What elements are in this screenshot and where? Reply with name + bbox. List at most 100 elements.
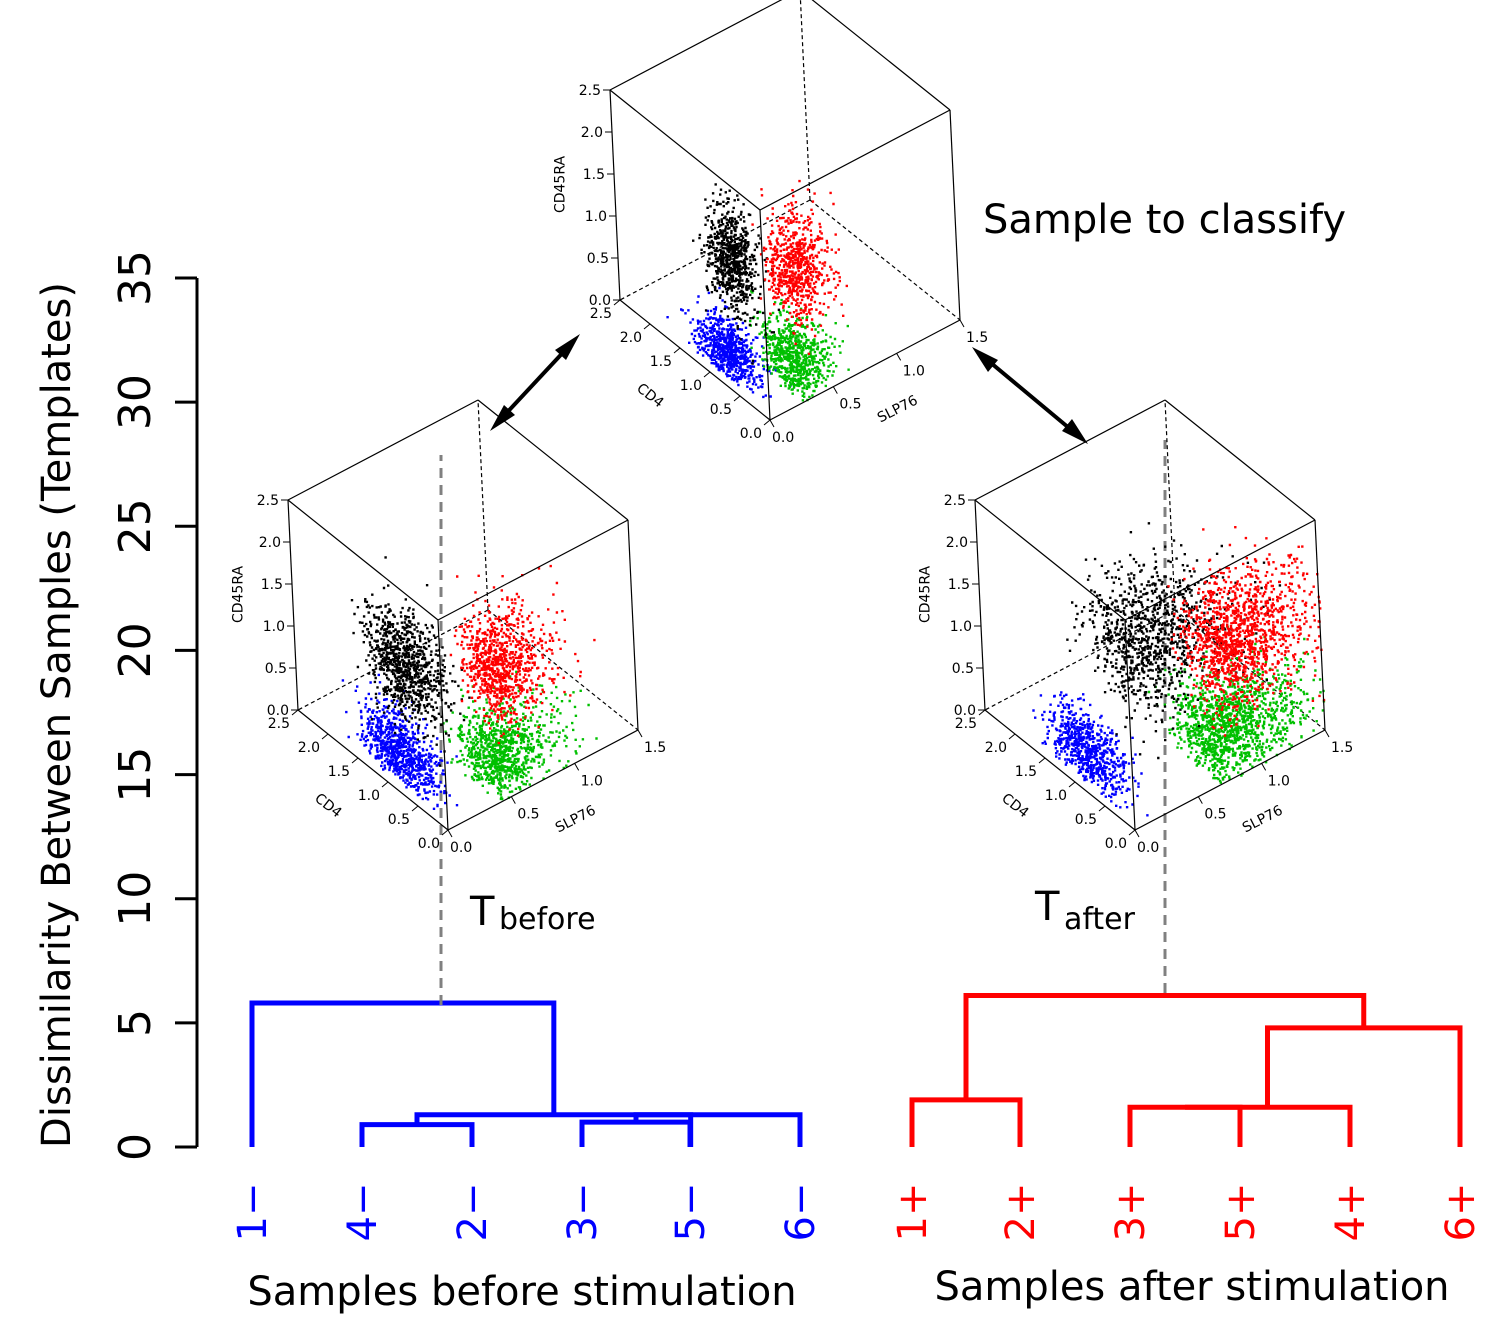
svg-text:T: T — [1034, 884, 1060, 930]
dendrogram-link — [633, 1112, 803, 1147]
svg-text:T: T — [469, 889, 495, 935]
box-edge — [1164, 399, 1316, 521]
panel-before: 0.00.51.01.52.02.50.00.51.01.52.02.50.00… — [231, 399, 666, 856]
leaf-label: 3+ — [1108, 1183, 1154, 1242]
cluster-red — [1167, 526, 1326, 737]
svg-text:after: after — [1064, 902, 1136, 937]
cluster-points-blue — [666, 286, 792, 399]
box-edge — [287, 399, 479, 501]
y-axis: 0 5 10 15 20 25 30 35 — [110, 250, 199, 1161]
box-edge — [437, 519, 629, 621]
leaf-label: 6+ — [1438, 1183, 1484, 1242]
dendrogram-link — [1127, 1104, 1243, 1147]
x-tick — [673, 347, 681, 354]
y-tick-label: 0.0 — [1137, 840, 1159, 856]
box-edge — [287, 499, 439, 621]
dendrograms: 1− 4− 2− 3− 5− 6− 1+ 2+ 3+ 5+ 4+ 6+ — [230, 993, 1484, 1242]
leaf-label: 2− — [450, 1183, 496, 1242]
y-tick — [1134, 829, 1140, 838]
z-tick-label: 2.5 — [944, 493, 966, 509]
box-edge — [477, 399, 489, 611]
cluster-black — [1066, 522, 1282, 760]
y-tick — [1261, 763, 1267, 771]
leaf-label: 5+ — [1218, 1183, 1264, 1242]
x-tick-label: 1.0 — [680, 378, 702, 394]
z-tick-label: 1.5 — [583, 167, 605, 183]
y-tick-label: 0.5 — [1204, 807, 1226, 823]
leaf-label: 5− — [668, 1183, 714, 1242]
cluster-points-blue — [1032, 691, 1149, 817]
x-tick — [703, 371, 711, 378]
cluster-points-red — [449, 564, 596, 745]
x-axis-title: CD4 — [311, 790, 344, 821]
box-edge — [1124, 519, 1316, 621]
x-tick-label: 2.0 — [985, 740, 1007, 756]
z-tick-label: 0.0 — [589, 293, 611, 309]
cluster-points-black — [350, 556, 471, 767]
y-tick — [447, 829, 453, 838]
x-tick-label: 0.0 — [1105, 836, 1127, 852]
z-tick-label: 0.5 — [587, 251, 609, 267]
box-edge — [609, 89, 621, 301]
box-edge — [811, 0, 951, 111]
y-tick — [959, 319, 965, 328]
z-tick-label: 2.5 — [579, 83, 601, 99]
template-label-before: T before — [469, 889, 596, 937]
x-tick — [1038, 757, 1046, 764]
cluster-points-black — [1066, 522, 1282, 760]
cluster-black — [692, 183, 781, 365]
x-axis-title: CD4 — [633, 380, 666, 411]
box-edge — [1134, 729, 1326, 831]
y-tick-label: 15 — [110, 747, 161, 803]
y-tick-label: 1.0 — [1268, 773, 1290, 789]
x-tick — [321, 733, 329, 740]
x-tick-label: 2.5 — [268, 716, 290, 732]
z-axis-title: CD45RA — [553, 156, 569, 214]
x-tick-label: 1.5 — [650, 354, 672, 370]
dendrogram-before: 1− 4− 2− 3− 5− 6− — [230, 1000, 824, 1242]
box-edge — [974, 499, 1126, 621]
y-tick-label: 20 — [110, 622, 161, 678]
dendrogram-link — [359, 1122, 475, 1147]
cluster-points-green — [1147, 625, 1326, 784]
cluster-points-blue — [341, 673, 459, 810]
y-tick — [896, 353, 902, 361]
box-edge — [619, 299, 771, 421]
y-tick-label: 0.5 — [839, 397, 861, 413]
y-tick — [637, 729, 643, 738]
x-tick-label: 2.0 — [298, 740, 320, 756]
y-axis-title: SLP76 — [553, 803, 599, 837]
panels: 0.0 0.5 1.0 1.5 2.0 2.5 0.0 0.5 1.0 1.5 2.0 2.5 0.0 0… — [231, 0, 1353, 856]
x-tick-label: 1.5 — [1015, 764, 1037, 780]
box-edge — [949, 109, 961, 321]
z-tick-label: 1.5 — [948, 577, 970, 593]
box-edge — [974, 399, 1166, 501]
box-edge — [297, 709, 449, 831]
x-tick — [613, 299, 621, 306]
x-tick-label: 1.0 — [358, 788, 380, 804]
x-tick — [381, 781, 389, 788]
sample-caption: Sample to classify — [983, 197, 1346, 243]
x-tick-label: 1.0 — [1045, 788, 1067, 804]
arrow-left — [490, 334, 580, 431]
y-tick-label: 1.0 — [903, 363, 925, 379]
x-tick — [763, 419, 771, 426]
dendrogram-link — [249, 1000, 557, 1147]
z-tick-label: 0.5 — [265, 661, 287, 677]
box-edge — [287, 499, 299, 711]
y-tick-label: 5 — [110, 1009, 161, 1037]
x-tick-label: 0.5 — [1075, 812, 1097, 828]
box-edge — [609, 89, 761, 211]
box-edge — [1314, 519, 1326, 731]
box-edge — [974, 499, 986, 711]
z-tick-label: 0.5 — [952, 661, 974, 677]
box-edge — [1164, 399, 1176, 611]
z-tick-label: 1.5 — [261, 577, 283, 593]
leaf-label: 1+ — [890, 1183, 936, 1242]
dendrogram-after: 1+ 2+ 3+ 5+ 4+ 6+ — [890, 993, 1484, 1242]
x-tick-label: 0.0 — [740, 426, 762, 442]
template-label-after: T after — [1034, 884, 1136, 937]
panel-sample: 0.00.51.01.52.02.50.00.51.01.52.02.50.00… — [553, 0, 988, 446]
group-label-before: Samples before stimulation — [247, 1269, 796, 1315]
y-tick-label: 1.0 — [581, 773, 603, 789]
